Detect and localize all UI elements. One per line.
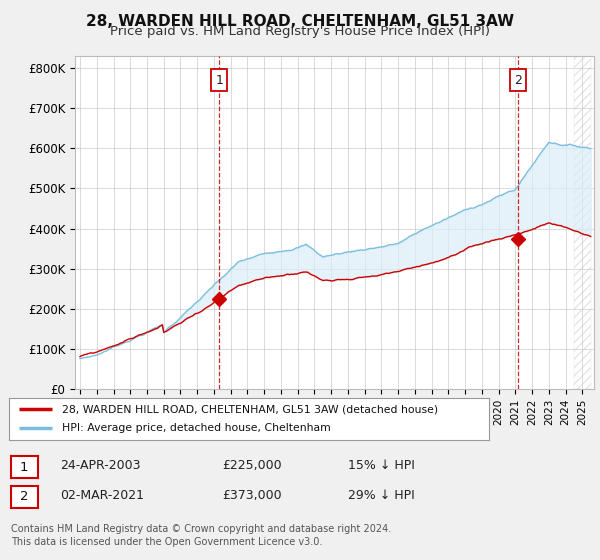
Text: Contains HM Land Registry data © Crown copyright and database right 2024.
This d: Contains HM Land Registry data © Crown c…: [11, 524, 391, 547]
Text: 1: 1: [20, 460, 29, 474]
Text: 2: 2: [20, 490, 29, 503]
Text: 28, WARDEN HILL ROAD, CHELTENHAM, GL51 3AW (detached house): 28, WARDEN HILL ROAD, CHELTENHAM, GL51 3…: [62, 404, 438, 414]
Text: 29% ↓ HPI: 29% ↓ HPI: [348, 489, 415, 502]
Text: £373,000: £373,000: [222, 489, 281, 502]
Text: 15% ↓ HPI: 15% ↓ HPI: [348, 459, 415, 473]
Text: 24-APR-2003: 24-APR-2003: [60, 459, 140, 473]
Text: £225,000: £225,000: [222, 459, 281, 473]
Text: Price paid vs. HM Land Registry's House Price Index (HPI): Price paid vs. HM Land Registry's House …: [110, 25, 490, 38]
Text: 1: 1: [215, 73, 223, 87]
Text: 28, WARDEN HILL ROAD, CHELTENHAM, GL51 3AW: 28, WARDEN HILL ROAD, CHELTENHAM, GL51 3…: [86, 14, 514, 29]
Text: HPI: Average price, detached house, Cheltenham: HPI: Average price, detached house, Chel…: [62, 423, 331, 433]
Text: 02-MAR-2021: 02-MAR-2021: [60, 489, 144, 502]
Text: 2: 2: [514, 73, 522, 87]
